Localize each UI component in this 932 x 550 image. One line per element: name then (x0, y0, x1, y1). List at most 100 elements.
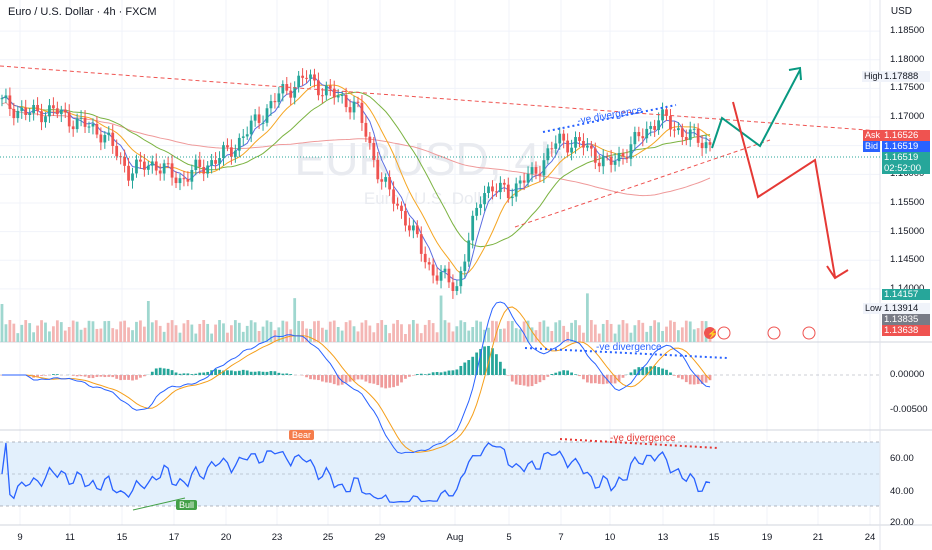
macd-hist-bar (443, 371, 447, 375)
macd-hist-bar (688, 375, 692, 385)
volume-bar (455, 326, 459, 342)
price-tick-7: 1.15000 (890, 225, 925, 237)
volume-bar (20, 324, 24, 342)
bullish-projection[interactable] (711, 69, 801, 149)
macd-hist-bar (320, 375, 324, 382)
rsi-divergence-line[interactable] (559, 438, 719, 449)
macd-hist-bar (463, 362, 467, 375)
candle-body (253, 114, 257, 121)
macd-hist-bar (435, 372, 439, 375)
volume-bar (364, 320, 368, 342)
candle-body (178, 178, 182, 184)
volume-bar (360, 322, 364, 342)
volume-bar (498, 328, 502, 342)
macd-divergence-label: -ve divergence (596, 342, 662, 353)
macd-hist-bar (218, 369, 221, 375)
macd-hist-bar (609, 375, 613, 384)
candle-body (455, 286, 459, 291)
volume-bar (55, 320, 59, 342)
candle-body (700, 142, 704, 149)
candle-body (44, 116, 47, 123)
volume-bar (36, 325, 39, 342)
volume-bar (582, 332, 585, 342)
volume-bar (574, 320, 577, 342)
economic-event-icons[interactable]: ⚡ (704, 326, 816, 340)
flash-event-icon[interactable] (704, 327, 716, 339)
candle-body (554, 143, 558, 149)
time-tick-6: 25 (322, 532, 334, 543)
macd-hist-bar (206, 371, 210, 375)
bearish-projection[interactable] (732, 101, 836, 278)
chart-title[interactable]: Euro / U.S. Dollar · 4h · FXCM (8, 6, 157, 18)
candle-body (142, 161, 146, 170)
volume-bar (629, 332, 633, 342)
macd-hist-bar (597, 375, 601, 384)
macd-hist-bar (150, 371, 154, 375)
rsi-line (1, 442, 711, 504)
volume-bar (40, 320, 43, 342)
volume-bar (372, 332, 376, 342)
time-tick-16: 24 (864, 532, 876, 543)
volume-bar (146, 301, 150, 342)
candle-body (226, 145, 229, 148)
macd-hist-bar (135, 375, 138, 380)
macd-hist-bar (95, 375, 99, 377)
volume-bar (127, 327, 130, 342)
macd-hist-bar (324, 375, 328, 383)
volume-bar (119, 321, 123, 342)
macd-hist-bar (182, 373, 186, 375)
volume-bar (384, 324, 388, 342)
candle-body (427, 262, 431, 265)
price-tick-2: 1.17500 (890, 82, 925, 94)
macd-hist-bar (336, 375, 340, 386)
macd-divergence-line[interactable] (524, 347, 729, 359)
volume-bar (293, 298, 297, 342)
currency-selector[interactable]: USD (890, 6, 912, 17)
macd-hist-bar (273, 371, 277, 375)
macd-hist-bar (162, 368, 166, 375)
us-flag-icon-2[interactable] (767, 326, 781, 340)
volume-bar (475, 320, 479, 342)
volume-bar (380, 320, 384, 342)
volume-bars (0, 293, 712, 342)
candle-body (526, 173, 530, 183)
candle-body (67, 112, 71, 127)
macd-hist-bar (111, 375, 115, 378)
volume-bar (230, 325, 233, 342)
high-value: 1.17888 (882, 71, 930, 82)
candle-body (289, 90, 293, 98)
us-flag-icon-3[interactable] (802, 326, 816, 340)
macd-hist-bar (289, 374, 293, 375)
volume-bar (534, 330, 538, 342)
macd-hist-bar (578, 375, 581, 377)
last-price: 1.16519 (882, 152, 930, 163)
candle-body (514, 183, 518, 197)
resistance-trendline[interactable] (0, 65, 881, 132)
candle-body (230, 147, 233, 157)
macd-hist-bar (261, 371, 265, 375)
macd-hist-bar (459, 365, 463, 375)
macd-hist-bar (574, 374, 577, 375)
volume-bar (277, 327, 281, 342)
macd-line (1, 301, 711, 454)
candle-body (392, 189, 395, 204)
candle-body (684, 137, 688, 140)
volume-bar (538, 321, 542, 342)
volume-bar (12, 323, 16, 342)
volume-bar (237, 322, 241, 342)
macd-hist-bar (657, 367, 660, 375)
time-tick-12: 13 (657, 532, 669, 543)
support-trendline[interactable] (514, 139, 771, 228)
us-flag-icon[interactable] (717, 326, 731, 340)
macd-hist-bar (538, 375, 542, 383)
volume-bar (542, 320, 546, 342)
macd-hist-bar (498, 361, 502, 375)
macd-hist-bar (427, 373, 431, 375)
macd-hist-bar (226, 370, 229, 375)
macd-hist-bar (131, 375, 134, 381)
candle-body (688, 129, 692, 140)
volume-bar (142, 326, 146, 342)
volume-bar (487, 327, 490, 342)
candle-body (431, 264, 435, 276)
